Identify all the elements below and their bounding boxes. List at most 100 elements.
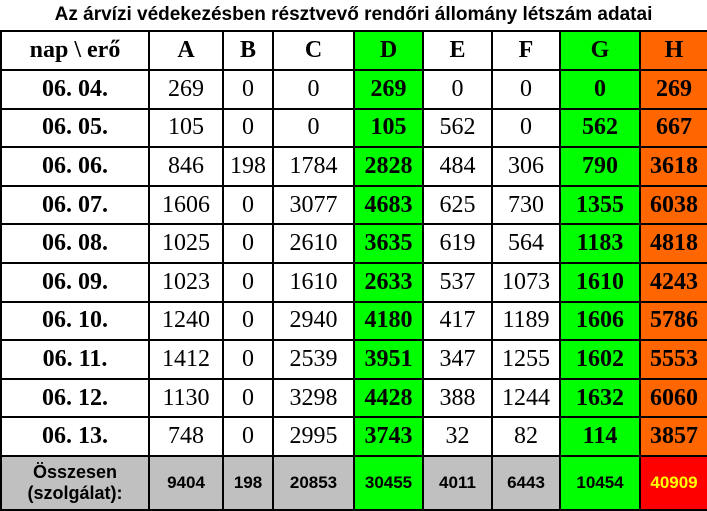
day-cell: 06. 04.: [0, 69, 150, 110]
value-cell-c: 3077: [272, 184, 355, 226]
column-header-c: C: [272, 30, 355, 71]
column-header-d: D: [353, 30, 424, 71]
value-cell-b: 0: [222, 377, 274, 419]
value-cell-h: 6038: [639, 184, 707, 226]
total-cell-f: 6443: [491, 455, 561, 511]
value-cell-b: 0: [222, 261, 274, 303]
value-cell-b: 0: [222, 184, 274, 226]
day-cell: 06. 10.: [0, 300, 150, 342]
total-label: Összesen (szolgálat):: [0, 455, 150, 511]
day-cell: 06. 07.: [0, 184, 150, 226]
value-cell-g: 114: [559, 416, 641, 457]
value-cell-g: 1183: [559, 223, 641, 264]
value-cell-h: 5786: [639, 300, 707, 342]
value-cell-h: 4243: [639, 261, 707, 303]
value-cell-h: 3618: [639, 146, 707, 187]
table-row: 06. 06. 846 198 1784 2828 484 306 790 3618: [0, 146, 707, 187]
day-cell: 06. 09.: [0, 261, 150, 303]
value-cell-e: 388: [422, 377, 493, 419]
table-title: Az árvízi védekezésben résztvevő rendőri…: [54, 4, 653, 25]
value-cell-d: 3743: [353, 416, 424, 457]
value-cell-b: 0: [222, 223, 274, 264]
value-cell-h: 6060: [639, 377, 707, 419]
total-cell-b: 198: [222, 455, 274, 511]
value-cell-g: 790: [559, 146, 641, 187]
table-row: 06. 09. 1023 0 1610 2633 537 1073 1610 4243: [0, 261, 707, 303]
table-row: 06. 10. 1240 0 2940 4180 417 1189 1606 5786: [0, 300, 707, 342]
value-cell-b: 0: [222, 107, 274, 149]
column-header-e: E: [422, 30, 493, 71]
value-cell-f: 1255: [491, 339, 561, 380]
value-cell-a: 1023: [148, 261, 224, 303]
value-cell-d: 4683: [353, 184, 424, 226]
value-cell-a: 269: [148, 69, 224, 110]
value-cell-f: 564: [491, 223, 561, 264]
column-header-f: F: [491, 30, 561, 71]
value-cell-e: 0: [422, 69, 493, 110]
table-row: 06. 07. 1606 0 3077 4683 625 730 1355 6038: [0, 184, 707, 226]
value-cell-f: 0: [491, 69, 561, 110]
table-row: 06. 04. 269 0 0 269 0 0 0 269: [0, 69, 707, 110]
day-cell: 06. 13.: [0, 416, 150, 457]
staffing-table: nap \ erő A B C D E F G H 06. 04. 269 0 0 26…: [0, 30, 707, 511]
value-cell-a: 748: [148, 416, 224, 457]
column-header-g: G: [559, 30, 641, 71]
column-header-a: A: [148, 30, 224, 71]
value-cell-c: 1784: [272, 146, 355, 187]
value-cell-h: 5553: [639, 339, 707, 380]
total-label-line1: Összesen: [32, 462, 118, 482]
day-cell: 06. 11.: [0, 339, 150, 380]
value-cell-f: 1189: [491, 300, 561, 342]
value-cell-e: 562: [422, 107, 493, 149]
day-cell: 06. 12.: [0, 377, 150, 419]
value-cell-a: 1130: [148, 377, 224, 419]
value-cell-g: 1602: [559, 339, 641, 380]
table-body: 06. 04. 269 0 0 269 0 0 0 269 06. 05. 105 0 0 105 562 0…: [0, 69, 707, 457]
value-cell-c: 3298: [272, 377, 355, 419]
value-cell-c: 2610: [272, 223, 355, 264]
value-cell-c: 1610: [272, 261, 355, 303]
value-cell-b: 0: [222, 339, 274, 380]
value-cell-e: 347: [422, 339, 493, 380]
total-cell-d: 30455: [353, 455, 424, 511]
table-row: 06. 05. 105 0 0 105 562 0 562 667: [0, 107, 707, 149]
value-cell-e: 417: [422, 300, 493, 342]
value-cell-a: 1240: [148, 300, 224, 342]
value-cell-g: 1632: [559, 377, 641, 419]
value-cell-g: 0: [559, 69, 641, 110]
value-cell-f: 730: [491, 184, 561, 226]
value-cell-b: 198: [222, 146, 274, 187]
value-cell-b: 0: [222, 300, 274, 342]
value-cell-d: 3635: [353, 223, 424, 264]
value-cell-f: 306: [491, 146, 561, 187]
value-cell-c: 0: [272, 107, 355, 149]
total-cell-g: 10454: [559, 455, 641, 511]
value-cell-a: 1606: [148, 184, 224, 226]
value-cell-e: 537: [422, 261, 493, 303]
total-label-line2: (szolgálat):: [27, 483, 123, 503]
value-cell-d: 4428: [353, 377, 424, 419]
table-row: 06. 08. 1025 0 2610 3635 619 564 1183 4818: [0, 223, 707, 264]
header-row: nap \ erő A B C D E F G H: [0, 30, 707, 71]
column-header-b: B: [222, 30, 274, 71]
value-cell-c: 0: [272, 69, 355, 110]
value-cell-c: 2995: [272, 416, 355, 457]
value-cell-g: 562: [559, 107, 641, 149]
total-row: Összesen (szolgálat): 9404 198 20853 304…: [0, 455, 707, 511]
value-cell-d: 2828: [353, 146, 424, 187]
value-cell-h: 269: [639, 69, 707, 110]
total-cell-e: 4011: [422, 455, 493, 511]
total-cell-c: 20853: [272, 455, 355, 511]
value-cell-b: 0: [222, 69, 274, 110]
value-cell-d: 105: [353, 107, 424, 149]
day-cell: 06. 08.: [0, 223, 150, 264]
value-cell-e: 32: [422, 416, 493, 457]
value-cell-f: 82: [491, 416, 561, 457]
value-cell-a: 846: [148, 146, 224, 187]
value-cell-e: 625: [422, 184, 493, 226]
table-row: 06. 11. 1412 0 2539 3951 347 1255 1602 5553: [0, 339, 707, 380]
day-cell: 06. 05.: [0, 107, 150, 149]
total-cell-a: 9404: [148, 455, 224, 511]
total-cell-h: 40909: [639, 455, 707, 511]
value-cell-a: 105: [148, 107, 224, 149]
